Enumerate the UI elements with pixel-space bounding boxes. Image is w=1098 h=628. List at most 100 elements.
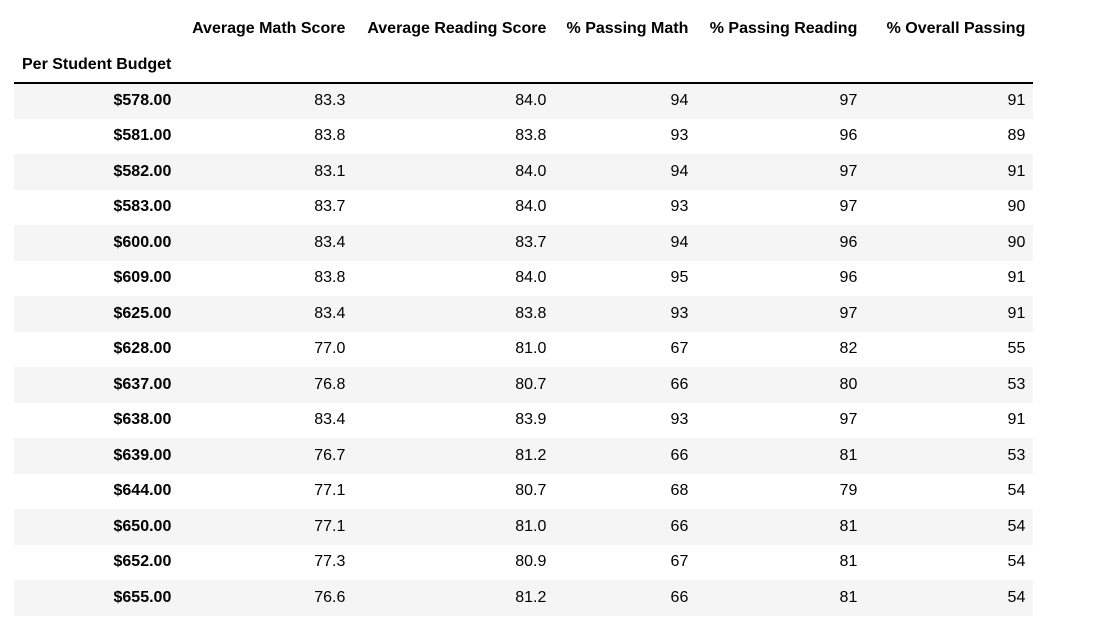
table-row: $644.00 77.1 80.7 68 79 54 — [14, 473, 1034, 509]
table-cell: 81.0 — [515, 517, 547, 535]
table-cell: 77.1 — [314, 482, 346, 500]
table-cell: 83.1 — [314, 162, 346, 180]
table-row: $637.00 76.8 80.7 66 80 53 — [14, 367, 1034, 403]
column-header: Average Math Score — [192, 19, 346, 37]
table-cell: 76.7 — [314, 446, 346, 464]
blank-header-cell — [865, 47, 1034, 84]
table-cell: 80.7 — [515, 482, 547, 500]
row-index-label: $655.00 — [113, 588, 172, 606]
table-cell: 83.4 — [314, 411, 346, 429]
table-cell: 83.8 — [314, 269, 346, 287]
table-cell: 82 — [839, 340, 858, 358]
table-cell: 81.2 — [515, 446, 547, 464]
table-cell: 91 — [1007, 304, 1026, 322]
table-cell: 54 — [1007, 553, 1026, 571]
table-cell: 96 — [839, 127, 858, 145]
table-cell: 97 — [839, 92, 858, 110]
table-cell: 68 — [670, 482, 689, 500]
table-cell: 93 — [670, 304, 689, 322]
row-index-label: $637.00 — [113, 375, 172, 393]
table-cell: 81.2 — [515, 588, 547, 606]
table-cell: 81 — [839, 588, 858, 606]
table-row: $655.00 76.6 81.2 66 81 54 — [14, 580, 1034, 616]
table-cell: 54 — [1007, 517, 1026, 535]
table-cell: 83.4 — [314, 304, 346, 322]
table-cell: 91 — [1007, 162, 1026, 180]
table-cell: 97 — [839, 411, 858, 429]
index-header-row: Per Student Budget — [14, 47, 1034, 84]
table-cell: 93 — [670, 127, 689, 145]
table-cell: 97 — [839, 304, 858, 322]
table-row: $628.00 77.0 81.0 67 82 55 — [14, 331, 1034, 367]
row-index-label: $625.00 — [113, 304, 172, 322]
table-cell: 81.0 — [515, 340, 547, 358]
table-cell: 76.6 — [314, 588, 346, 606]
table-cell: 91 — [1007, 411, 1026, 429]
table-cell: 66 — [670, 375, 689, 393]
table-cell: 80.9 — [515, 553, 547, 571]
table-cell: 90 — [1007, 233, 1026, 251]
table-row: $583.00 83.7 84.0 93 97 90 — [14, 189, 1034, 225]
blank-header-cell — [179, 47, 354, 84]
table-cell: 91 — [1007, 92, 1026, 110]
table-cell: 66 — [670, 588, 689, 606]
row-index-label: $650.00 — [113, 517, 172, 535]
table-cell: 95 — [670, 269, 689, 287]
table-cell: 66 — [670, 446, 689, 464]
table-cell: 94 — [670, 92, 689, 110]
blank-header-cell — [696, 47, 866, 84]
column-header: % Passing Reading — [709, 19, 858, 37]
table-cell: 97 — [839, 198, 858, 216]
blank-header-cell — [353, 47, 555, 84]
column-header-row: Average Math Score Average Reading Score… — [14, 10, 1033, 47]
row-index-label: $652.00 — [113, 553, 172, 571]
table-row: $625.00 83.4 83.8 93 97 91 — [14, 296, 1034, 332]
table-cell: 77.1 — [314, 517, 346, 535]
table-row: $581.00 83.8 83.8 93 96 89 — [14, 118, 1034, 154]
budget-summary-table: Average Math Score Average Reading Score… — [14, 10, 1034, 616]
table-header: Average Math Score Average Reading Score… — [14, 10, 1034, 84]
row-index-label: $639.00 — [113, 446, 172, 464]
table-cell: 96 — [839, 233, 858, 251]
table-row: $600.00 83.4 83.7 94 96 90 — [14, 225, 1034, 261]
table-cell: 81 — [839, 446, 858, 464]
table-row: $638.00 83.4 83.9 93 97 91 — [14, 402, 1034, 438]
table-cell: 94 — [670, 162, 689, 180]
table-cell: 81 — [839, 553, 858, 571]
row-index-label: $578.00 — [113, 92, 172, 110]
table-cell: 83.8 — [515, 304, 547, 322]
table-cell: 90 — [1007, 198, 1026, 216]
table-cell: 55 — [1007, 340, 1026, 358]
table-cell: 77.3 — [314, 553, 346, 571]
row-index-label: $581.00 — [113, 127, 172, 145]
table-row: $650.00 77.1 81.0 66 81 54 — [14, 509, 1034, 545]
table-cell: 84.0 — [515, 162, 547, 180]
table-cell: 83.3 — [314, 92, 346, 110]
row-index-label: $638.00 — [113, 411, 172, 429]
table-cell: 80.7 — [515, 375, 547, 393]
table-row: $639.00 76.7 81.2 66 81 53 — [14, 438, 1034, 474]
table-cell: 84.0 — [515, 198, 547, 216]
column-header: % Overall Passing — [886, 19, 1026, 37]
row-index-label: $644.00 — [113, 482, 172, 500]
table-cell: 54 — [1007, 482, 1026, 500]
table-cell: 83.4 — [314, 233, 346, 251]
row-index-label: $583.00 — [113, 198, 172, 216]
table-cell: 66 — [670, 517, 689, 535]
table-cell: 83.8 — [515, 127, 547, 145]
table-cell: 84.0 — [515, 92, 547, 110]
column-header: Average Reading Score — [367, 19, 547, 37]
table-row: $609.00 83.8 84.0 95 96 91 — [14, 260, 1034, 296]
table-cell: 83.7 — [515, 233, 547, 251]
blank-header-cell — [554, 47, 697, 84]
table-cell: 53 — [1007, 446, 1026, 464]
table-cell: 83.7 — [314, 198, 346, 216]
table-cell: 79 — [839, 482, 858, 500]
table-cell: 83.8 — [314, 127, 346, 145]
blank-header-cell — [14, 10, 179, 47]
table-cell: 53 — [1007, 375, 1026, 393]
table-cell: 54 — [1007, 588, 1026, 606]
table-cell: 84.0 — [515, 269, 547, 287]
table-cell: 80 — [839, 375, 858, 393]
row-index-label: $600.00 — [113, 233, 172, 251]
